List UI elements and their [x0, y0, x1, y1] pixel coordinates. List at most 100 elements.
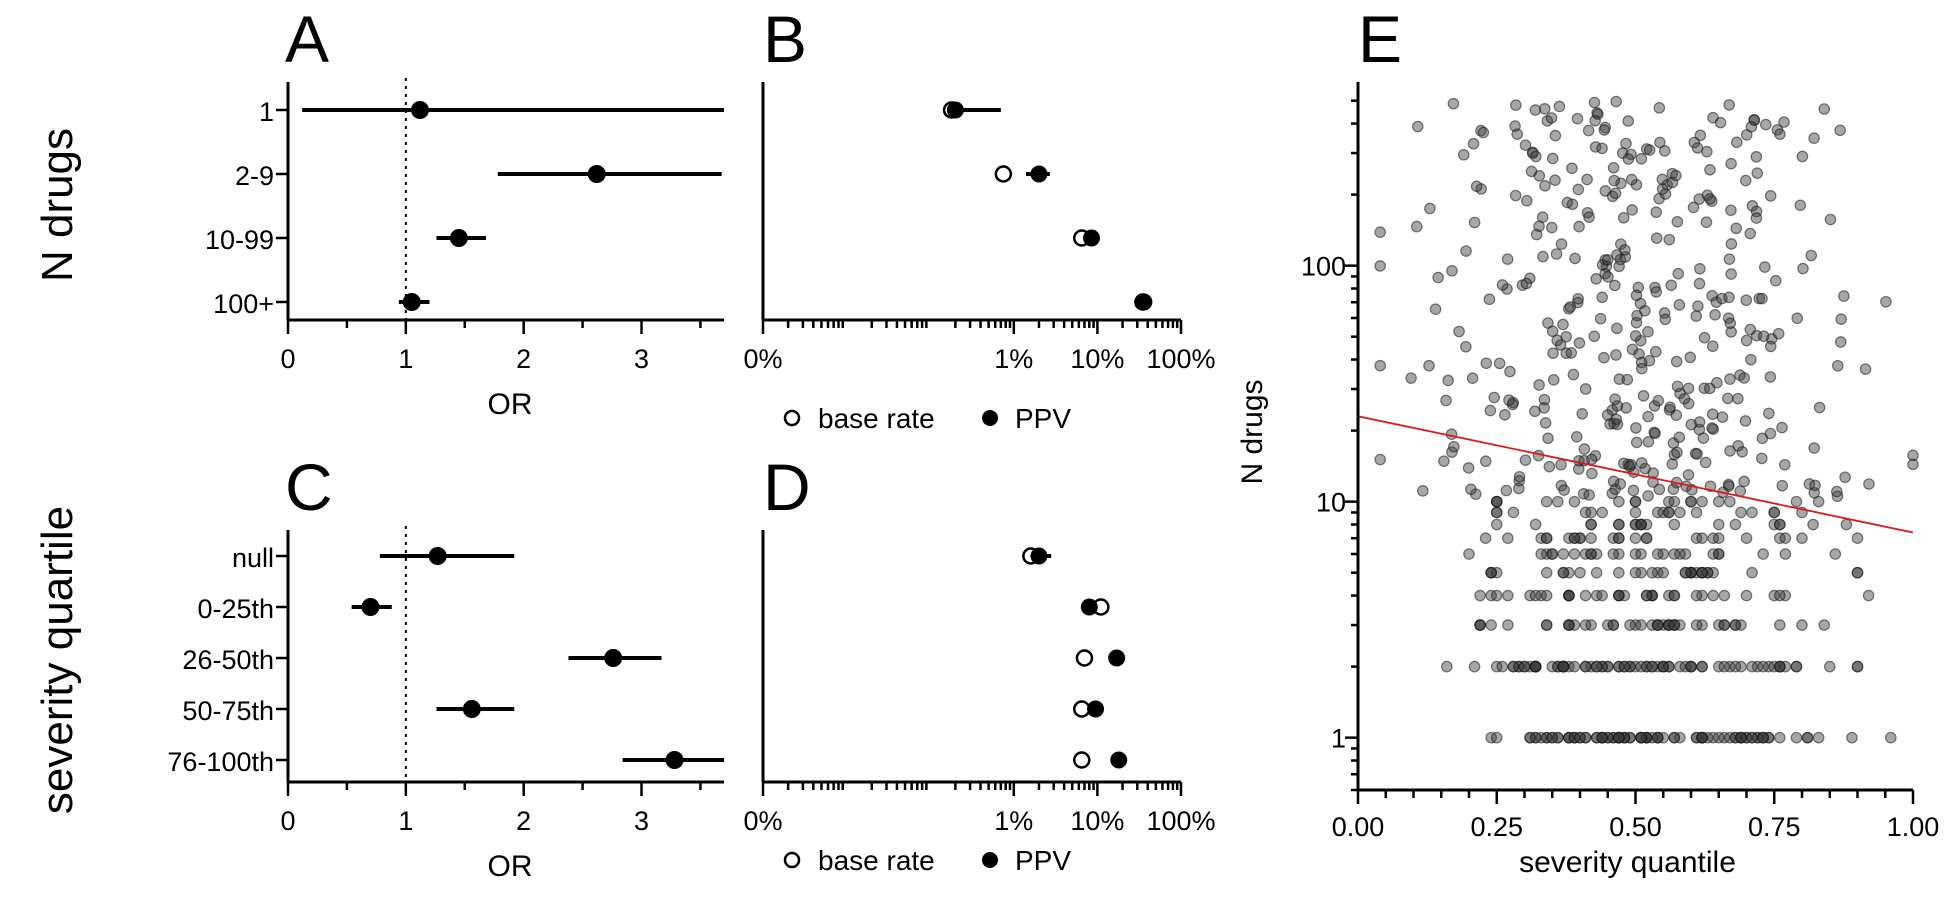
panel-e-data-point [1840, 518, 1853, 531]
panel-e-data-point [1724, 373, 1736, 385]
panel-e-data-point [1707, 589, 1719, 602]
panel-e-data-point [1818, 103, 1831, 115]
panel-label-b: B [763, 2, 807, 76]
panel-e-data-point [1746, 731, 1758, 744]
panel-e-data-point [1601, 253, 1614, 266]
panel-e-data-point [1488, 391, 1501, 404]
panel-e-data-point [1555, 238, 1568, 250]
panel-e-data-point [1729, 518, 1742, 531]
panel-e-data-point [1746, 566, 1758, 579]
panel-e-data-point [1746, 506, 1758, 519]
panel-e-data-point [1690, 619, 1703, 631]
panel-e-data-point [1670, 409, 1683, 421]
panel-c-x-tick-label: 1 [398, 806, 413, 836]
panel-e-data-point [1801, 731, 1814, 744]
panel-e-data-point [1546, 660, 1559, 673]
panel-e-data-point [1510, 99, 1522, 111]
panel-e-data-point [1635, 619, 1647, 631]
panel-e-data-point [1650, 206, 1662, 219]
panel-e-data-point [1442, 374, 1454, 387]
panel-e-data-point [1573, 337, 1586, 349]
panel-e-data-point [1730, 222, 1742, 235]
panel-e-data-point [1525, 165, 1538, 178]
panel-e-data-point [1723, 291, 1735, 304]
panel-e-data-point [1764, 340, 1777, 353]
panel-e-data-point [1678, 392, 1691, 405]
panel-e-data-point [1723, 99, 1735, 111]
panel-e-data-point [1776, 421, 1788, 434]
panel-e-data-point [1663, 233, 1676, 246]
panel-e-data-point [1839, 471, 1851, 484]
panel-e-data-point [1513, 482, 1525, 495]
panel-e-data-point [1625, 173, 1638, 186]
panel-e-data-point [1606, 487, 1619, 500]
panel-e-data-point [1609, 393, 1621, 406]
panel-e-data-point [1588, 330, 1601, 343]
panel-e-data-point [1568, 532, 1581, 545]
panel-e-data-point [1807, 518, 1819, 531]
panel-b-x-tick-label: 10% [1070, 344, 1124, 374]
panel-e-data-point [1649, 345, 1662, 358]
panel-e-data-point [1805, 249, 1818, 262]
legend-b-filled-marker [982, 410, 998, 426]
panel-e-data-point [1538, 103, 1551, 115]
panel-e-data-point [1684, 351, 1697, 364]
panel-e-data-point [1778, 116, 1790, 128]
panel-e-data-point [1779, 532, 1792, 545]
panel-e-data-point [1650, 232, 1663, 244]
panel-e-data-point [1579, 589, 1592, 602]
panel-e-data-point [1546, 731, 1559, 744]
panel-e-data-point [1732, 392, 1744, 405]
legend-d-base-rate-label: base rate [818, 845, 935, 876]
panel-e-data-point [1596, 142, 1608, 155]
panel-e-data-point [1535, 548, 1547, 560]
panel-e-data-point [1725, 204, 1737, 217]
panel-b-ppv-point [1135, 293, 1153, 311]
panel-e-data-point [1640, 589, 1653, 602]
panel-e-data-point [1674, 619, 1686, 631]
panel-e-data-point [1518, 660, 1531, 673]
panel-e-data-point [1374, 453, 1386, 466]
panel-e-data-point [1759, 261, 1771, 273]
panel-e-data-point [1679, 566, 1692, 579]
panel-e-data-point [1615, 177, 1627, 190]
panel-e-data-point [1740, 589, 1753, 602]
panel-e-data-point [1540, 619, 1553, 631]
panel-e-data-point [1671, 215, 1684, 228]
panel-e-data-point [1614, 478, 1627, 490]
panel-e-data-point [1711, 376, 1723, 389]
panel-d-ppv-point [1030, 547, 1048, 565]
panel-e-data-point [1706, 408, 1719, 421]
panel-e-data-point [1694, 129, 1707, 142]
panel-e-data-point [1744, 323, 1757, 336]
panel-e-data-point [1682, 469, 1695, 481]
panel-e-data-point [1546, 152, 1559, 165]
panel-e-data-point [1813, 401, 1826, 414]
panel-e-data-point [1738, 475, 1750, 488]
panel-e-data-point [1656, 183, 1669, 195]
panel-e-data-point [1732, 439, 1744, 452]
panel-e-data-point [1576, 408, 1589, 420]
panel-e-data-point [1539, 417, 1552, 429]
panel-e-data-point [1615, 238, 1627, 250]
panel-a-or-point [587, 165, 606, 183]
panel-e-data-point [1650, 286, 1663, 298]
panel-a-x-axis-title: OR [488, 388, 533, 421]
panel-e-data-point [1630, 436, 1643, 449]
panel-e-data-point [1635, 548, 1647, 560]
panel-e-data-point [1539, 179, 1551, 192]
panel-e-data-point [1835, 313, 1847, 325]
panel-e-data-point [1565, 347, 1578, 359]
panel-e-data-point [1524, 731, 1536, 744]
panel-e-data-point [1722, 392, 1734, 405]
panel-e-trend-line [1357, 415, 1914, 534]
panel-e-data-point [1696, 660, 1708, 673]
panel-e-data-point [1502, 532, 1514, 545]
panel-e-data-point [1457, 148, 1470, 161]
panel-e-data-point [1551, 334, 1563, 347]
panel-e-y-tick-label: 1 [1331, 724, 1346, 754]
panel-e-data-point [1538, 393, 1551, 406]
panel-e-data-point [1691, 448, 1703, 460]
panel-e-data-point [1417, 485, 1429, 497]
panel-e-data-point [1642, 490, 1654, 502]
